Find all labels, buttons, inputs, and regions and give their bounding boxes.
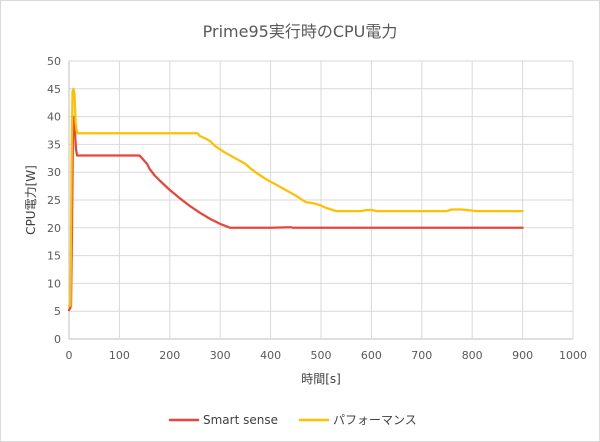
x-tick-label: 1000 <box>559 349 587 362</box>
x-tick-label: 100 <box>109 349 130 362</box>
y-tick-labels: 0 5 10 15 20 25 30 35 40 45 50 <box>47 55 61 346</box>
y-tick-label: 0 <box>54 333 61 346</box>
series-line-smart-sense <box>67 115 524 312</box>
legend-label-smart-sense: Smart sense <box>203 413 278 427</box>
series-lines <box>67 87 524 312</box>
y-tick-label: 35 <box>47 138 61 151</box>
x-tick-label: 700 <box>411 349 432 362</box>
y-tick-label: 45 <box>47 83 61 96</box>
y-axis-label: CPU電力[W] <box>24 165 38 235</box>
y-tick-label: 10 <box>47 277 61 290</box>
x-tick-label: 0 <box>66 349 73 362</box>
x-axis-label: 時間[s] <box>301 372 341 386</box>
y-tick-label: 25 <box>47 194 61 207</box>
x-tick-label: 300 <box>210 349 231 362</box>
y-tick-label: 40 <box>47 111 61 124</box>
series-line-performance <box>67 87 524 307</box>
y-tick-label: 20 <box>47 222 61 235</box>
x-tick-label: 200 <box>159 349 180 362</box>
y-tick-label: 50 <box>47 55 61 68</box>
x-tick-label: 400 <box>260 349 281 362</box>
legend-label-performance: パフォーマンス <box>333 413 417 427</box>
gridlines <box>68 60 574 340</box>
chart-title: Prime95実行時のCPU電力 <box>203 22 398 41</box>
x-tick-label: 500 <box>311 349 332 362</box>
x-tick-label: 900 <box>512 349 533 362</box>
x-tick-label: 600 <box>361 349 382 362</box>
x-tick-label: 800 <box>462 349 483 362</box>
y-tick-label: 15 <box>47 250 61 263</box>
y-tick-label: 30 <box>47 166 61 179</box>
y-tick-label: 5 <box>54 305 61 318</box>
legend: Smart sense パフォーマンス <box>169 413 417 427</box>
x-tick-labels: 0 100 200 300 400 500 600 700 800 900 1000 <box>66 349 588 362</box>
